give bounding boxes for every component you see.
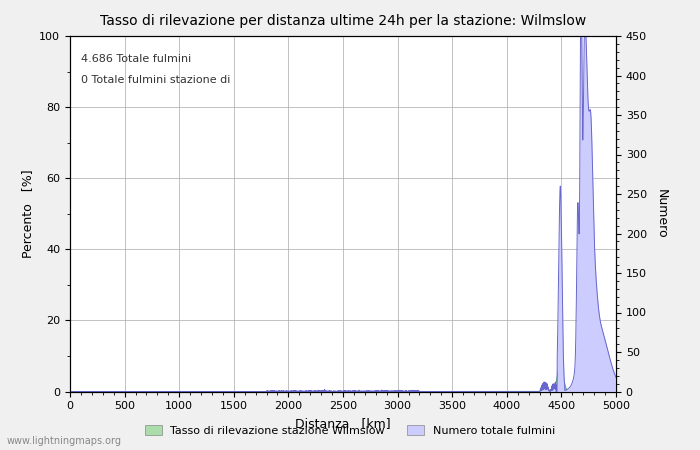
Title: Tasso di rilevazione per distanza ultime 24h per la stazione: Wilmslow: Tasso di rilevazione per distanza ultime… (100, 14, 586, 28)
Y-axis label: Percento   [%]: Percento [%] (21, 170, 34, 258)
Y-axis label: Numero: Numero (654, 189, 668, 239)
Text: 0 Totale fulmini stazione di: 0 Totale fulmini stazione di (81, 75, 230, 85)
Text: 4.686 Totale fulmini: 4.686 Totale fulmini (81, 54, 191, 64)
Text: www.lightningmaps.org: www.lightningmaps.org (7, 436, 122, 446)
X-axis label: Distanza   [km]: Distanza [km] (295, 417, 391, 430)
Legend: Tasso di rilevazione stazione Wilmslow, Numero totale fulmini: Tasso di rilevazione stazione Wilmslow, … (141, 420, 559, 440)
